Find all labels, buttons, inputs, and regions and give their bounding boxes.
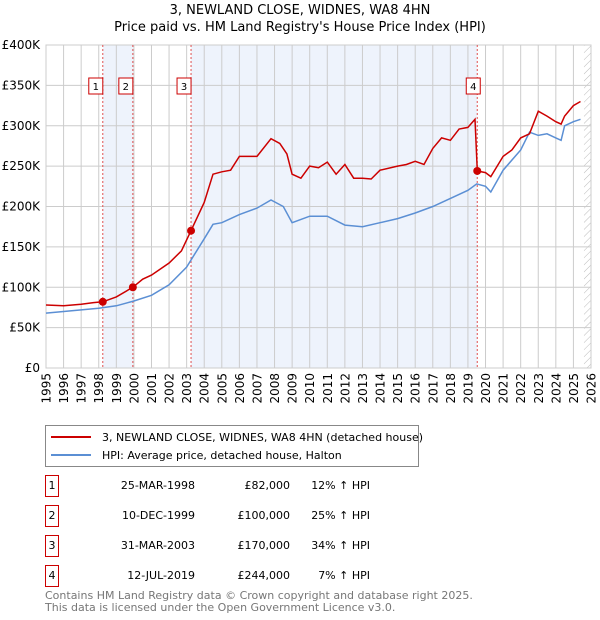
x-tick-label: 2000 [127, 373, 141, 404]
sale-point [473, 166, 482, 175]
x-tick-label: 2017 [426, 373, 440, 404]
y-tick-label: £350K [2, 78, 42, 92]
x-tick-label: 1995 [40, 373, 54, 404]
footer-line: This data is licensed under the Open Gov… [45, 601, 396, 614]
x-tick-label: 2022 [514, 373, 528, 404]
y-tick-label: £200K [2, 200, 42, 214]
y-tick-label: £100K [2, 280, 42, 294]
y-tick-label: £400K [2, 38, 42, 52]
footer-line: Contains HM Land Registry data © Crown c… [45, 589, 473, 602]
series-line [45, 118, 581, 314]
sale-label-box [176, 77, 192, 95]
y-tick-label: £50K [9, 321, 41, 335]
x-tick-label: 2007 [250, 373, 264, 404]
sale-label-box [88, 77, 104, 95]
x-tick-label: 2005 [215, 373, 229, 404]
x-tick-label: 2003 [180, 373, 194, 404]
sale-date: 12-JUL-2019 [127, 569, 195, 582]
y-tick-label: £0 [25, 361, 40, 375]
x-tick-label: 1999 [110, 373, 124, 404]
sale-hpi-change: 34% ↑ HPI [311, 539, 370, 552]
footer: Contains HM Land Registry data © Crown c… [45, 590, 473, 614]
sale-point [128, 283, 137, 292]
sale-row: 3 31-MAR-2003 £170,000 34% ↑ HPI [45, 535, 445, 557]
y-tick-label: £250K [2, 159, 42, 173]
legend-item-property: 3, NEWLAND CLOSE, WIDNES, WA8 4HN (detac… [51, 429, 423, 445]
sale-price: £100,000 [237, 509, 291, 522]
sale-date: 31-MAR-2003 [120, 539, 195, 552]
x-tick-label: 1997 [75, 373, 89, 404]
chart-subtitle: Price paid vs. HM Land Registry's House … [114, 20, 486, 35]
chart-title: 3, NEWLAND CLOSE, WIDNES, WA8 4HN [169, 3, 431, 18]
legend-swatch-blue [51, 454, 91, 456]
sale-label: 1 [93, 82, 99, 93]
x-tick-label: 2009 [286, 373, 300, 404]
sale-label: 4 [470, 82, 476, 93]
price-chart: 1995 1996 1997 1998 1999 2000 2001 2002 2003 2004… [2, 38, 599, 404]
legend-label: 3, NEWLAND CLOSE, WIDNES, WA8 4HN (detac… [102, 430, 424, 444]
sale-price: £170,000 [237, 539, 291, 552]
sale-marker-number: 3 [45, 535, 59, 557]
sale-date: 25-MAR-1998 [120, 479, 195, 492]
x-tick-label: 2026 [585, 373, 599, 404]
x-tick-label: 1998 [92, 373, 106, 404]
sale-row: 1 25-MAR-1998 £82,000 12% ↑ HPI [45, 475, 445, 497]
sale-point [187, 226, 196, 235]
sale-point [98, 297, 107, 306]
x-tick-label: 2015 [391, 373, 405, 404]
sale-marker-number: 1 [45, 475, 59, 497]
x-tick-label: 2008 [268, 373, 282, 404]
sale-price: £82,000 [244, 479, 291, 492]
x-tick-label: 2024 [549, 373, 563, 404]
plot-frame [45, 44, 592, 369]
sale-marker-number: 2 [45, 505, 59, 527]
series-line [45, 100, 581, 307]
x-tick-label: 2013 [356, 373, 370, 404]
x-tick-label: 2023 [532, 373, 546, 404]
sale-hpi-change: 7% ↑ HPI [318, 569, 370, 582]
x-tick-label: 1996 [57, 373, 71, 404]
x-tick-label: 2011 [321, 373, 335, 404]
sale-hpi-change: 25% ↑ HPI [311, 509, 370, 522]
legend-label: HPI: Average price, detached house, Halt… [102, 448, 342, 462]
legend-item-hpi: HPI: Average price, detached house, Halt… [51, 447, 342, 463]
sale-marker-number: 4 [45, 565, 59, 587]
sale-label: 2 [123, 82, 129, 93]
x-tick-label: 2021 [497, 373, 511, 404]
x-tick-label: 2025 [567, 373, 581, 404]
x-tick-label: 2014 [374, 373, 388, 404]
x-tick-label: 2012 [338, 373, 352, 404]
x-tick-label: 2010 [303, 373, 317, 404]
x-tick-label: 2020 [479, 373, 493, 404]
legend-swatch-red [51, 436, 91, 438]
sale-hpi-change: 12% ↑ HPI [311, 479, 370, 492]
sale-row: 4 12-JUL-2019 £244,000 7% ↑ HPI [45, 565, 445, 587]
x-tick-label: 2001 [145, 373, 159, 404]
legend: 3, NEWLAND CLOSE, WIDNES, WA8 4HN (detac… [45, 425, 423, 467]
y-tick-label: £150K [2, 240, 42, 254]
x-tick-label: 2016 [409, 373, 423, 404]
x-tick-label: 2004 [198, 373, 212, 404]
sale-label-box [465, 77, 481, 95]
x-tick-label: 2019 [461, 373, 475, 404]
sale-label: 3 [181, 82, 187, 93]
sale-row: 2 10-DEC-1999 £100,000 25% ↑ HPI [45, 505, 445, 527]
x-tick-label: 2006 [233, 373, 247, 404]
x-tick-label: 2002 [163, 373, 177, 404]
sale-price: £244,000 [237, 569, 291, 582]
y-tick-label: £300K [2, 119, 42, 133]
sale-date: 10-DEC-1999 [121, 509, 195, 522]
x-tick-label: 2018 [444, 373, 458, 404]
sale-label-box [118, 77, 134, 95]
